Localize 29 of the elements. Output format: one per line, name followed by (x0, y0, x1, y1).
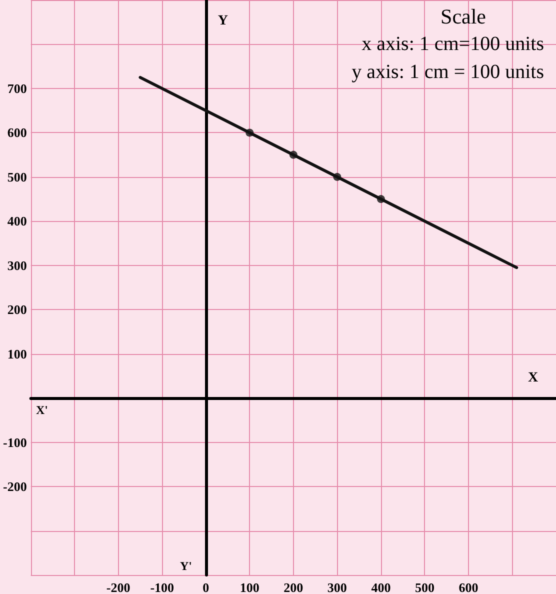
point (289, 150, 298, 159)
annotation: X' (36, 403, 48, 417)
annotation: Y' (180, 559, 192, 573)
y-axis-title: Y (218, 14, 228, 28)
y-tick-label: 300 (7, 258, 27, 273)
point (246, 128, 254, 137)
annotation: x axis: 1 cm=100 units (362, 33, 544, 55)
x-tick-label: 600 (458, 580, 478, 594)
y-tick-label: 700 (7, 80, 27, 96)
x-tick-label: 200 (284, 580, 304, 594)
point (333, 172, 342, 181)
x-tick-label: 100 (240, 580, 260, 594)
y-tick-label: -100 (2, 434, 27, 450)
annotation: Scale (440, 4, 486, 28)
x-tick-label: 500 (414, 580, 434, 594)
x-axis-title: X (528, 370, 538, 386)
y-tick-label: -200 (2, 479, 27, 494)
x-tick-label: 400 (371, 580, 391, 594)
y-tick-label: 200 (7, 302, 27, 318)
x-tick-label: -200 (106, 580, 130, 594)
y-tick-label: 600 (7, 125, 27, 140)
y-tick-label: 400 (7, 214, 27, 229)
x-tick-label: 0 (202, 580, 210, 594)
y-tick-label: 100 (7, 346, 27, 362)
annotation: y axis: 1 cm = 100 units (352, 61, 544, 83)
y-tick-label: 500 (7, 169, 27, 184)
x-tick-label: -100 (150, 580, 174, 594)
x-tick-label: 300 (327, 580, 347, 594)
point (376, 195, 385, 204)
